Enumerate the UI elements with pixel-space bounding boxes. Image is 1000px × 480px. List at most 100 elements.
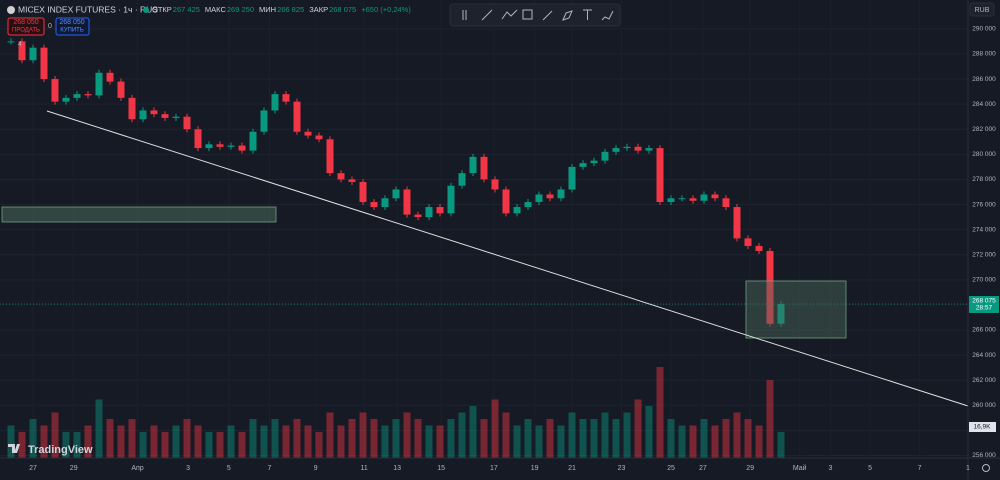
zone-rectangle[interactable] <box>745 280 847 339</box>
brand-logo[interactable] <box>8 444 20 453</box>
volume-bar <box>260 425 268 458</box>
trend-line[interactable] <box>46 110 969 407</box>
candle <box>579 163 587 167</box>
candle <box>744 238 752 246</box>
symbol-title[interactable]: MICEX INDEX FUTURES · 1ч · RUS <box>18 4 158 14</box>
zone-rectangle[interactable] <box>1 206 277 223</box>
candle <box>502 189 510 214</box>
volume-bar <box>502 412 510 458</box>
sell-price: 268 050 <box>13 19 38 26</box>
candle <box>546 194 554 199</box>
sell-button[interactable] <box>7 17 45 36</box>
x-tick-label: 1 <box>966 465 970 472</box>
candle <box>700 194 708 201</box>
x-tick-label: 7 <box>268 465 272 472</box>
volume-bar <box>612 419 620 458</box>
volume-bar <box>326 412 334 458</box>
candle <box>436 207 444 214</box>
x-tick-label: 27 <box>699 465 707 472</box>
y-tick-label: 272 000 <box>972 251 996 258</box>
candle <box>447 185 455 214</box>
volume-bar <box>370 419 378 458</box>
candle <box>722 198 730 208</box>
tool-icon[interactable] <box>522 9 533 20</box>
volume-bar <box>744 419 752 458</box>
candle <box>777 303 785 324</box>
candle <box>337 173 345 180</box>
volume-bar <box>403 412 411 458</box>
x-tick-label: 17 <box>490 465 498 472</box>
tool-icon[interactable] <box>562 10 573 21</box>
flag-icon <box>7 6 15 14</box>
volume-bar <box>766 380 774 458</box>
y-tick-label: 288 000 <box>972 51 996 58</box>
volume-bar <box>480 419 488 458</box>
ohlc-text: 268 075 <box>329 5 356 14</box>
countdown: 28:57 <box>976 305 993 312</box>
x-tick-label: 7 <box>918 465 922 472</box>
y-tick-label: 274 000 <box>972 226 996 233</box>
ohlc-text: МАКС <box>205 5 227 14</box>
volume-bar <box>601 412 609 458</box>
volume-bar <box>689 425 697 458</box>
status-dot <box>143 7 149 13</box>
currency[interactable]: RUB <box>975 7 990 14</box>
x-tick-label: 25 <box>667 465 675 472</box>
volume-bar <box>18 432 26 458</box>
tool-icon[interactable] <box>462 10 467 20</box>
candle <box>205 144 213 149</box>
candle <box>150 110 158 115</box>
settings-icon[interactable] <box>982 464 990 472</box>
candle <box>216 144 224 147</box>
volume-bar <box>436 425 444 458</box>
candle <box>513 207 521 214</box>
x-tick-label: 29 <box>70 465 78 472</box>
y-tick-label: 270 000 <box>972 277 996 284</box>
tool-icon[interactable] <box>481 9 493 21</box>
candle <box>491 179 499 190</box>
price-axis <box>968 0 1000 458</box>
candle <box>678 198 686 200</box>
volume-bar <box>293 419 301 458</box>
y-tick-label: 264 000 <box>972 352 996 359</box>
y-tick-label: 284 000 <box>972 101 996 108</box>
candle <box>326 139 334 174</box>
x-tick-label: 3 <box>829 465 833 472</box>
tool-icon[interactable] <box>501 9 518 20</box>
buy-price: 268 050 <box>59 19 84 26</box>
x-tick-label: 5 <box>868 465 872 472</box>
volume-bar <box>238 432 246 458</box>
ohlc-text: +650 (+0,24%) <box>361 5 411 14</box>
ohlc-text: 269 250 <box>227 5 254 14</box>
y-tick-label: 276 000 <box>972 201 996 208</box>
tool-icon[interactable] <box>542 10 553 21</box>
tool-icon[interactable] <box>583 9 592 20</box>
candle <box>766 250 774 324</box>
buy-button[interactable] <box>55 17 90 36</box>
last-price-label: 268 075 <box>972 298 996 305</box>
indicator-count[interactable]: 4 <box>18 41 22 48</box>
candle <box>480 156 488 180</box>
candle <box>392 189 400 199</box>
tool-icon[interactable] <box>601 10 614 21</box>
x-tick-label: 23 <box>618 465 626 472</box>
volume-bar <box>546 419 554 458</box>
brand[interactable]: TradingView <box>28 444 93 456</box>
volume-bar <box>227 425 235 458</box>
volume-bar <box>95 399 103 458</box>
buy-label: КУПИТЬ <box>60 28 84 34</box>
candle <box>139 110 147 120</box>
volume-bar <box>755 425 763 458</box>
spread: 0 <box>48 23 52 30</box>
volume-bar <box>205 432 213 458</box>
currency-box[interactable] <box>969 2 995 17</box>
candle <box>172 116 180 118</box>
x-tick-label: 9 <box>314 465 318 472</box>
volume-bar <box>271 419 279 458</box>
volume-bar <box>304 425 312 458</box>
x-tick-label: 21 <box>568 465 576 472</box>
ohlc-text: ЗАКР <box>309 5 328 14</box>
candle <box>359 181 367 203</box>
volume-bar <box>634 399 642 458</box>
volume-bar <box>777 432 785 458</box>
